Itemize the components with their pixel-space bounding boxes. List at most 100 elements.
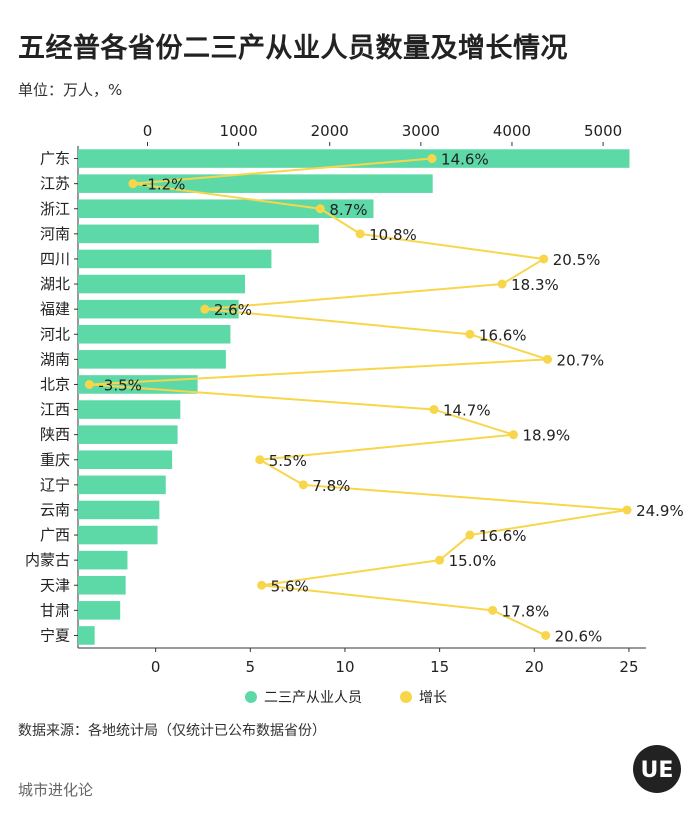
growth-point: [622, 505, 632, 515]
growth-point: [543, 354, 553, 364]
bottom-tick-label: 5: [246, 658, 256, 676]
category-label: 湖北: [40, 275, 70, 293]
legend-marker-employment: [245, 691, 257, 703]
bar: [78, 525, 158, 545]
growth-data-label: 18.9%: [522, 427, 570, 445]
category-label: 湖南: [40, 350, 70, 368]
category-label: 辽宁: [40, 476, 70, 494]
bar: [78, 400, 181, 419]
growth-point: [541, 630, 551, 640]
bar: [78, 299, 239, 319]
growth-data-label: 5.5%: [269, 452, 307, 470]
category-label: 四川: [40, 250, 70, 268]
growth-data-label: 5.6%: [271, 577, 309, 595]
growth-data-label: -1.2%: [142, 176, 186, 194]
bottom-tick-label: 25: [619, 658, 638, 676]
growth-data-label: 16.6%: [479, 527, 527, 545]
top-tick-label: 5000: [584, 122, 622, 140]
growth-point: [298, 480, 308, 490]
bottom-tick-label: 15: [430, 658, 449, 676]
category-label: 广东: [40, 150, 70, 168]
category-label: 陕西: [40, 426, 70, 444]
growth-data-label: 7.8%: [312, 477, 350, 495]
growth-data-label: 20.5%: [553, 251, 601, 269]
growth-point: [539, 254, 549, 264]
growth-point: [435, 555, 445, 565]
growth-point: [315, 204, 325, 214]
growth-point: [128, 179, 138, 189]
growth-data-label: 24.9%: [636, 502, 684, 520]
legend-label-growth: 增长: [419, 690, 447, 706]
growth-data-label: -3.5%: [98, 376, 142, 394]
legend-label-employment: 二三产从业人员: [264, 690, 362, 706]
bar: [78, 249, 272, 269]
growth-point: [355, 229, 365, 239]
bar: [78, 575, 126, 595]
category-label: 北京: [40, 375, 70, 393]
growth-data-label: 2.6%: [214, 301, 252, 319]
growth-point: [429, 405, 439, 415]
top-tick-label: 0: [143, 122, 153, 140]
growth-point: [465, 329, 475, 339]
bar: [78, 550, 128, 570]
category-label: 广西: [40, 526, 70, 544]
category-label: 浙江: [40, 200, 70, 218]
growth-data-label: 15.0%: [449, 552, 497, 570]
bottom-tick-label: 20: [525, 658, 544, 676]
category-label: 江苏: [40, 175, 70, 193]
growth-data-label: 10.8%: [369, 226, 417, 244]
growth-point: [488, 605, 498, 615]
growth-data-label: 18.3%: [511, 276, 559, 294]
bar: [78, 475, 166, 495]
category-label: 河北: [40, 325, 70, 343]
bar: [78, 274, 246, 294]
growth-data-label: 16.6%: [479, 326, 527, 344]
unit-label: 单位：万人，%: [18, 81, 123, 99]
legend-marker-growth: [400, 691, 412, 703]
top-tick-label: 3000: [402, 122, 440, 140]
category-label: 河南: [40, 225, 70, 243]
bar: [78, 224, 319, 244]
category-label: 宁夏: [40, 626, 70, 644]
top-tick-label: 2000: [311, 122, 349, 140]
category-label: 甘肃: [40, 601, 70, 619]
growth-data-label: 17.8%: [502, 602, 550, 620]
growth-point: [508, 430, 518, 440]
bar: [78, 149, 630, 168]
growth-line: [88, 157, 629, 637]
growth-point: [497, 279, 507, 289]
growth-data-label: 20.7%: [557, 351, 605, 369]
growth-point: [84, 379, 94, 389]
bar: [78, 324, 231, 344]
growth-data-label: 14.6%: [441, 151, 489, 169]
bar: [78, 350, 226, 369]
category-label: 内蒙古: [25, 551, 70, 569]
bottom-tick-label: 0: [151, 658, 161, 676]
bar: [78, 199, 374, 219]
growth-data-label: 8.7%: [329, 201, 367, 219]
top-tick-label: 1000: [220, 122, 258, 140]
chart-title: 五经普各省份二三产从业人员数量及增长情况: [18, 33, 568, 64]
bottom-tick-label: 10: [335, 658, 354, 676]
top-tick-label: 4000: [493, 122, 531, 140]
bar: [78, 425, 178, 444]
growth-point: [255, 455, 265, 465]
source-note: 数据来源：各地统计局（仅统计已公布数据省份）: [18, 723, 326, 739]
growth-point: [427, 154, 437, 164]
growth-data-label: 20.6%: [555, 627, 603, 645]
logo-circle: [633, 745, 681, 793]
category-label: 重庆: [40, 451, 70, 469]
growth-point: [257, 580, 267, 590]
growth-point: [200, 304, 210, 314]
category-label: 天津: [40, 576, 70, 594]
bar: [78, 500, 160, 520]
ue-logo: UE: [633, 745, 681, 793]
category-label: 云南: [40, 501, 70, 519]
growth-data-label: 14.7%: [443, 402, 491, 420]
bar: [78, 601, 121, 620]
bar: [78, 626, 95, 645]
category-label: 福建: [40, 300, 70, 318]
logo-text: UE: [641, 758, 674, 783]
category-label: 江西: [40, 401, 70, 419]
